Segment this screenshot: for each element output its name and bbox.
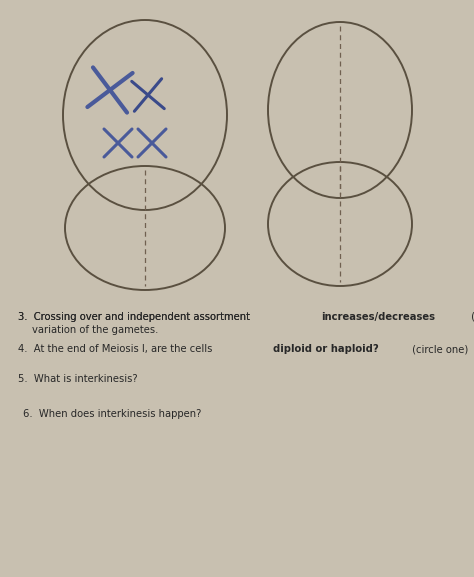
Text: 3.  Crossing over and independent assortment: 3. Crossing over and independent assortm… bbox=[18, 312, 253, 322]
Text: increases/decreases: increases/decreases bbox=[321, 312, 436, 322]
Text: 4.  At the end of Meiosis I, are the cells: 4. At the end of Meiosis I, are the cell… bbox=[18, 344, 216, 354]
Text: 5.  What is interkinesis?: 5. What is interkinesis? bbox=[18, 374, 137, 384]
Text: (circle one) the genetic: (circle one) the genetic bbox=[468, 312, 474, 322]
Text: (circle one): (circle one) bbox=[409, 344, 468, 354]
Text: 3.  Crossing over and independent assortment: 3. Crossing over and independent assortm… bbox=[18, 312, 253, 322]
Text: variation of the gametes.: variation of the gametes. bbox=[32, 325, 158, 335]
Text: 6.  When does interkinesis happen?: 6. When does interkinesis happen? bbox=[23, 409, 201, 419]
Text: diploid or haploid?: diploid or haploid? bbox=[273, 344, 379, 354]
